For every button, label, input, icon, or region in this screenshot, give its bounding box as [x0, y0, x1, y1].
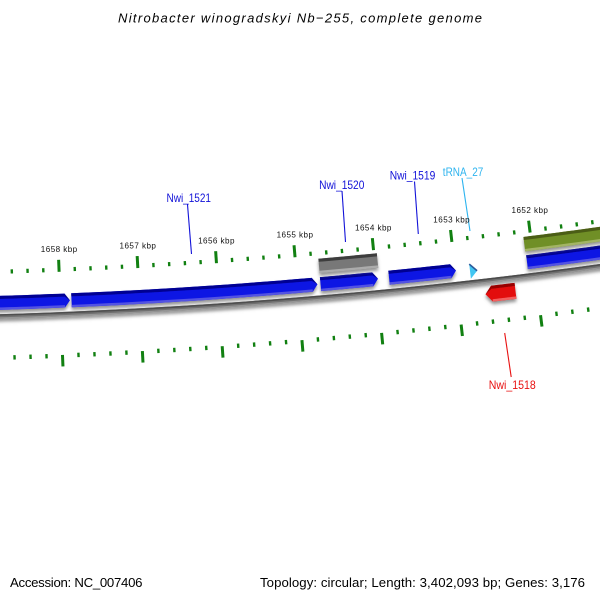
svg-text:Nwi_1518: Nwi_1518: [489, 378, 536, 392]
svg-text:1656 kbp: 1656 kbp: [198, 237, 235, 246]
svg-text:1655 kbp: 1655 kbp: [277, 231, 314, 240]
svg-text:1658 kbp: 1658 kbp: [41, 245, 78, 254]
svg-text:tRNA_27: tRNA_27: [443, 165, 484, 179]
svg-text:Nwi_1521: Nwi_1521: [167, 191, 212, 205]
svg-text:Nwi_1520: Nwi_1520: [319, 178, 365, 192]
svg-text:Topology: circular; Length: 3,: Topology: circular; Length: 3,402,093 bp…: [260, 575, 585, 590]
svg-text:Nwi_1519: Nwi_1519: [390, 168, 436, 182]
svg-text:1653 kbp: 1653 kbp: [433, 215, 470, 224]
svg-text:1654 kbp: 1654 kbp: [355, 224, 392, 233]
svg-text:Accession: NC_007406: Accession: NC_007406: [10, 575, 143, 590]
svg-text:1652 kbp: 1652 kbp: [512, 206, 549, 215]
svg-text:1657 kbp: 1657 kbp: [120, 242, 157, 251]
svg-text:Nitrobacter winogradskyi Nb−25: Nitrobacter winogradskyi Nb−255, complet…: [118, 11, 482, 26]
